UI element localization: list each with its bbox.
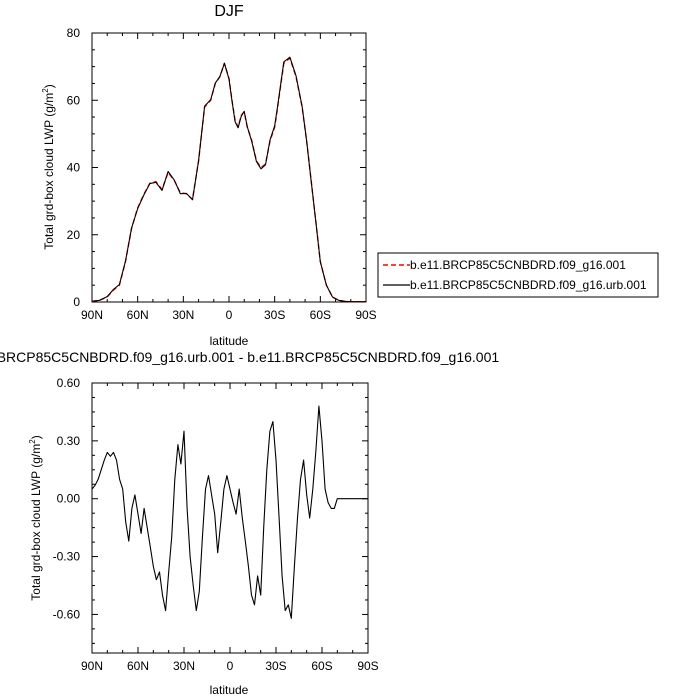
legend-box	[377, 252, 659, 298]
x-tick-label: 60N	[127, 659, 149, 673]
legend: b.e11.BRCP85C5CNBDRD.f09_g16.001 b.e11.B…	[377, 252, 659, 298]
series-line-1	[91, 405, 368, 619]
y-tick-label: 0.60	[57, 376, 81, 390]
top-y-axis-label-close: )	[42, 84, 56, 88]
bottom-y-tick-labels: 0.60 0.30 0.00 -0.30 -0.60	[53, 376, 81, 621]
top-y-axis-label: Total grd-box cloud LWP (g/m2)	[41, 84, 56, 249]
bottom-chart-title: b.e11.BRCP85C5CNBDRD.f09_g16.urb.001 - b…	[0, 349, 499, 365]
top-chart-title: DJF	[214, 3, 244, 20]
y-tick-label: 80	[67, 26, 81, 40]
x-tick-label: 60S	[311, 659, 332, 673]
bottom-y-axis-label-main: Total grd-box cloud LWP (g/m	[29, 444, 43, 601]
y-tick-label: 0.00	[57, 492, 81, 506]
top-plot-frame	[91, 32, 367, 303]
y-tick-label: 40	[67, 161, 81, 175]
top-panel: DJF 90N 60N 30N 0 30S 60S 90S 0 20 40 60 80 latitu…	[41, 3, 659, 348]
series-line-2	[91, 56, 366, 303]
bottom-x-tick-labels: 90N 60N 30N 0 30S 60S 90S	[81, 659, 379, 673]
top-y-tick-labels: 0 20 40 60 80	[67, 26, 81, 309]
legend-label-series-1: b.e11.BRCP85C5CNBDRD.f09_g16.001	[410, 258, 626, 272]
top-y-axis-label-main: Total grd-box cloud LWP (g/m	[42, 93, 56, 250]
x-tick-label: 30N	[173, 659, 195, 673]
x-tick-label: 30S	[264, 308, 285, 322]
top-tick-marks	[91, 32, 367, 303]
y-tick-label: 0.30	[57, 434, 81, 448]
top-x-axis-label: latitude	[210, 334, 249, 348]
bottom-y-axis-label-sup: 2	[28, 439, 37, 444]
legend-label-series-2: b.e11.BRCP85C5CNBDRD.f09_g16.urb.001	[410, 278, 647, 292]
x-tick-label: 30N	[172, 308, 194, 322]
x-tick-label: 60N	[127, 308, 149, 322]
bottom-panel: b.e11.BRCP85C5CNBDRD.f09_g16.urb.001 - b…	[0, 349, 499, 697]
x-tick-label: 0	[226, 308, 233, 322]
top-x-tick-labels: 90N 60N 30N 0 30S 60S 90S	[81, 308, 377, 322]
y-tick-label: 60	[67, 93, 81, 107]
x-tick-label: 90S	[357, 659, 378, 673]
bottom-plot-frame	[91, 382, 369, 654]
bottom-y-axis-label: Total grd-box cloud LWP (g/m2)	[28, 435, 43, 600]
x-tick-label: 90S	[355, 308, 376, 322]
x-tick-label: 30S	[265, 659, 286, 673]
x-tick-label: 60S	[310, 308, 331, 322]
top-series-lines	[91, 56, 366, 303]
y-tick-label: -0.60	[53, 607, 81, 621]
y-tick-label: -0.30	[53, 550, 81, 564]
bottom-x-axis-label: latitude	[210, 683, 249, 697]
x-tick-label: 90N	[81, 308, 103, 322]
bottom-tick-marks	[91, 382, 369, 653]
y-tick-label: 0	[73, 295, 80, 309]
y-tick-label: 20	[67, 228, 81, 242]
series-line-1	[91, 57, 366, 303]
x-tick-label: 90N	[81, 659, 103, 673]
bottom-series-lines	[91, 405, 368, 619]
bottom-y-axis-label-close: )	[29, 435, 43, 439]
x-tick-label: 0	[227, 659, 234, 673]
top-y-axis-label-sup: 2	[41, 88, 50, 93]
